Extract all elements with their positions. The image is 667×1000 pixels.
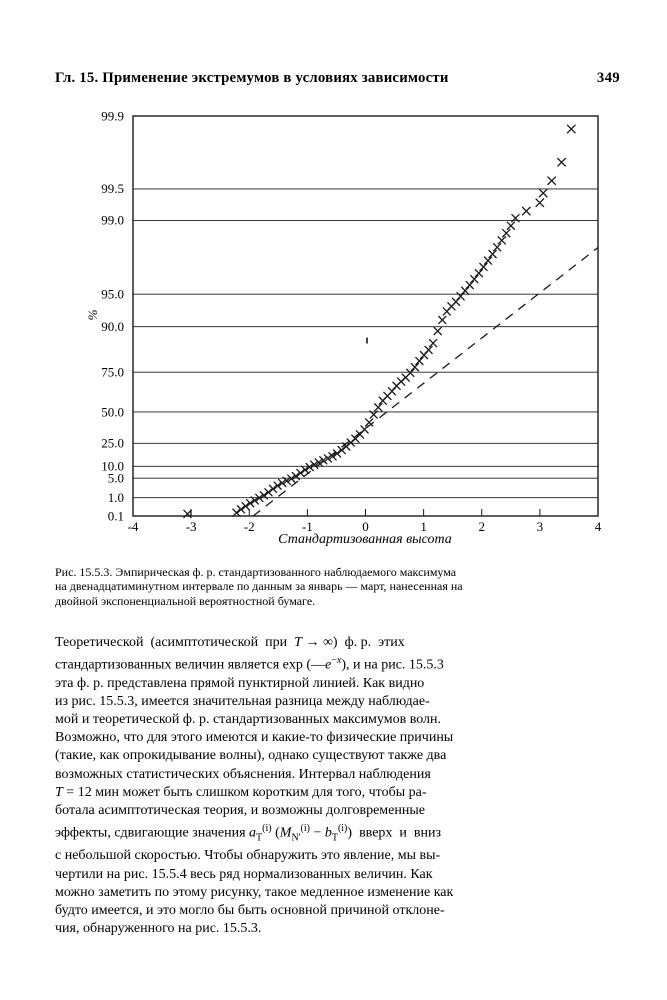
svg-text:90.0: 90.0 <box>101 319 124 334</box>
svg-text:1.0: 1.0 <box>108 490 124 505</box>
svg-text:2: 2 <box>479 519 486 534</box>
svg-text:4: 4 <box>595 519 602 534</box>
svg-text:3: 3 <box>537 519 544 534</box>
svg-text:0.1: 0.1 <box>108 508 124 523</box>
svg-text:%: % <box>85 309 100 320</box>
svg-text:95.0: 95.0 <box>101 286 124 301</box>
svg-text:99.5: 99.5 <box>101 181 124 196</box>
svg-text:Стандартизованная высота: Стандартизованная высота <box>278 532 452 547</box>
svg-text:-2: -2 <box>244 519 255 534</box>
svg-text:99.9: 99.9 <box>101 110 124 123</box>
svg-text:75.0: 75.0 <box>101 364 124 379</box>
svg-text:5.0: 5.0 <box>108 471 124 486</box>
svg-text:99.0: 99.0 <box>101 213 124 228</box>
svg-text:-3: -3 <box>186 519 197 534</box>
svg-text:25.0: 25.0 <box>101 436 124 451</box>
svg-text:-4: -4 <box>128 519 139 534</box>
svg-text:50.0: 50.0 <box>101 404 124 419</box>
